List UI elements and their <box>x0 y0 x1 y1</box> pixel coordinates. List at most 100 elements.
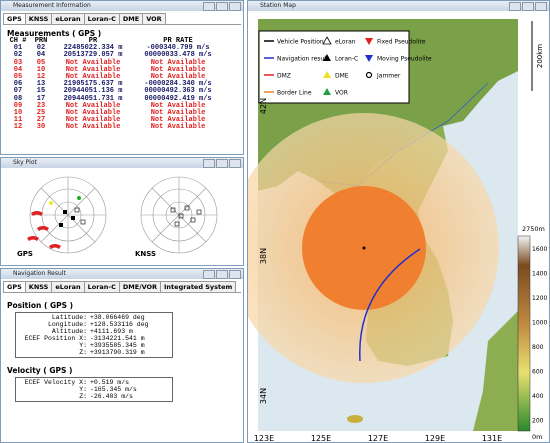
tab[interactable]: KNSS <box>24 13 53 24</box>
field: Y: +3935585.345 m <box>19 342 169 349</box>
cell: 27 <box>36 116 46 125</box>
cell: 06 <box>13 80 23 89</box>
legend-symbol <box>323 71 331 78</box>
heading: Measurements ( GPS ) <box>7 29 102 38</box>
measurement-window: Measurement Information GPS KNSS eLoran Lor… <box>0 0 244 155</box>
btn[interactable] <box>229 270 241 279</box>
tab[interactable]: KNSS <box>24 281 53 292</box>
tab[interactable]: GPS <box>3 13 26 24</box>
tab[interactable]: GPS <box>3 281 26 292</box>
colorbar-tick: 1200 <box>532 295 547 302</box>
tabs: GPS KNSS eLoran Loran-C DME VOR <box>3 13 241 25</box>
cell: 02 <box>13 51 23 60</box>
colorbar-tick: 600 <box>532 369 544 376</box>
btn[interactable] <box>216 270 228 279</box>
btn[interactable] <box>203 159 215 168</box>
field-value: +0.519 m/s <box>90 379 130 386</box>
cell: 02 <box>36 44 46 53</box>
position-box: Latitude: +38.066469 deg Longitude: +128.53… <box>15 312 173 358</box>
tab[interactable]: Loran-C <box>83 281 120 292</box>
cell: 13 <box>36 80 46 89</box>
table-row: 10 25 Not Available Not Available <box>7 109 243 118</box>
cell: 20513729.057 m <box>63 51 123 60</box>
btn[interactable] <box>535 2 547 11</box>
legend-symbol <box>323 88 331 95</box>
field: ECEF Velocity X: +0.519 m/s <box>19 379 169 386</box>
cell: 11 <box>13 116 23 125</box>
legend-label: Moving Pseudolite <box>377 56 432 63</box>
field-label: Altitude: <box>51 328 87 335</box>
tab[interactable]: eLoran <box>51 281 85 292</box>
window-title: Measurement Information <box>13 2 91 9</box>
gps-sats <box>27 196 86 249</box>
colorbar-bottom: 0m <box>532 433 542 441</box>
lon-label: 127E <box>368 434 388 442</box>
table-row: 08 17 20944051.731 m 00000492.419 m/s <box>7 94 243 103</box>
cell: 23 <box>36 101 46 110</box>
cell: 10 <box>36 65 46 74</box>
btn[interactable] <box>216 2 228 11</box>
field-value: +38.066469 deg <box>90 314 145 321</box>
cell: Not Available <box>65 123 121 132</box>
cell: -0000284.340 m/s <box>144 80 212 89</box>
legend-label: Border Line <box>277 90 312 97</box>
field: Z: -26.403 m/s <box>19 393 169 400</box>
btn[interactable] <box>216 159 228 168</box>
cell: Not Available <box>150 58 206 67</box>
field-value: -3134221.541 m <box>90 335 145 342</box>
cell: 12 <box>36 73 46 82</box>
cell: -000340.799 m/s <box>146 44 210 53</box>
column-header: PR RATE <box>163 37 193 45</box>
field: Z: +3913790.319 m <box>19 349 169 356</box>
table-row: 11 27 Not Available Not Available <box>7 117 243 124</box>
cell: Not Available <box>150 101 206 110</box>
btn[interactable] <box>203 270 215 279</box>
table-row: 05 12 Not Available Not Available <box>7 73 243 82</box>
field-value: +3935585.345 m <box>90 342 145 349</box>
cell: Not Available <box>150 123 206 132</box>
colorbar-tick: 1400 <box>532 271 547 278</box>
tab[interactable]: DME <box>118 13 144 24</box>
field-label: ECEF Velocity X: <box>24 379 87 386</box>
cell: Not Available <box>150 109 206 118</box>
cell: 09 <box>13 101 23 110</box>
table-row: 09 23 Not Available Not Available <box>7 101 243 110</box>
btn[interactable] <box>203 2 215 11</box>
cell: Not Available <box>150 65 206 74</box>
cell: 00000492.419 m/s <box>144 94 212 103</box>
velocity-box: ECEF Velocity X: +0.519 m/s Y: -165.345 m/s… <box>15 377 173 402</box>
cell: 30 <box>36 123 46 132</box>
lat-label: 42N <box>259 98 268 114</box>
cell: 12 <box>13 123 23 132</box>
btn[interactable] <box>509 2 521 11</box>
tab[interactable]: Integrated System <box>160 281 237 292</box>
field: Latitude: +38.066469 deg <box>19 314 169 321</box>
tab[interactable]: Loran-C <box>83 13 120 24</box>
title-bar: Station Map <box>248 1 549 11</box>
btn[interactable] <box>229 159 241 168</box>
nav-track <box>359 248 421 362</box>
tab[interactable]: VOR <box>142 13 166 24</box>
cell: Not Available <box>65 101 121 110</box>
table-row: 07 15 20944051.136 m 00000492.363 m/s <box>7 88 243 95</box>
legend-symbol <box>322 36 332 45</box>
table-row: 04 10 Not Available Not Available <box>7 65 243 74</box>
tab[interactable]: DME/VOR <box>118 281 162 292</box>
cell: 03 <box>13 58 23 67</box>
jeju <box>347 415 363 423</box>
cell: 05 <box>36 58 46 67</box>
cell: 17 <box>36 94 46 103</box>
colorbar <box>517 235 531 432</box>
column-header: PR <box>88 37 98 45</box>
tab[interactable]: eLoran <box>51 13 85 24</box>
btn[interactable] <box>522 2 534 11</box>
cell: Not Available <box>65 58 121 67</box>
cell: 10 <box>13 109 23 118</box>
btn[interactable] <box>229 2 241 11</box>
field: ECEF Position X: -3134221.541 m <box>19 335 169 342</box>
cell: 04 <box>36 51 46 60</box>
field: Longitude: +128.533116 deg <box>19 321 169 328</box>
field-value: +128.533116 deg <box>90 321 149 328</box>
legend-symbol <box>365 55 373 62</box>
cell: Not Available <box>65 73 121 82</box>
